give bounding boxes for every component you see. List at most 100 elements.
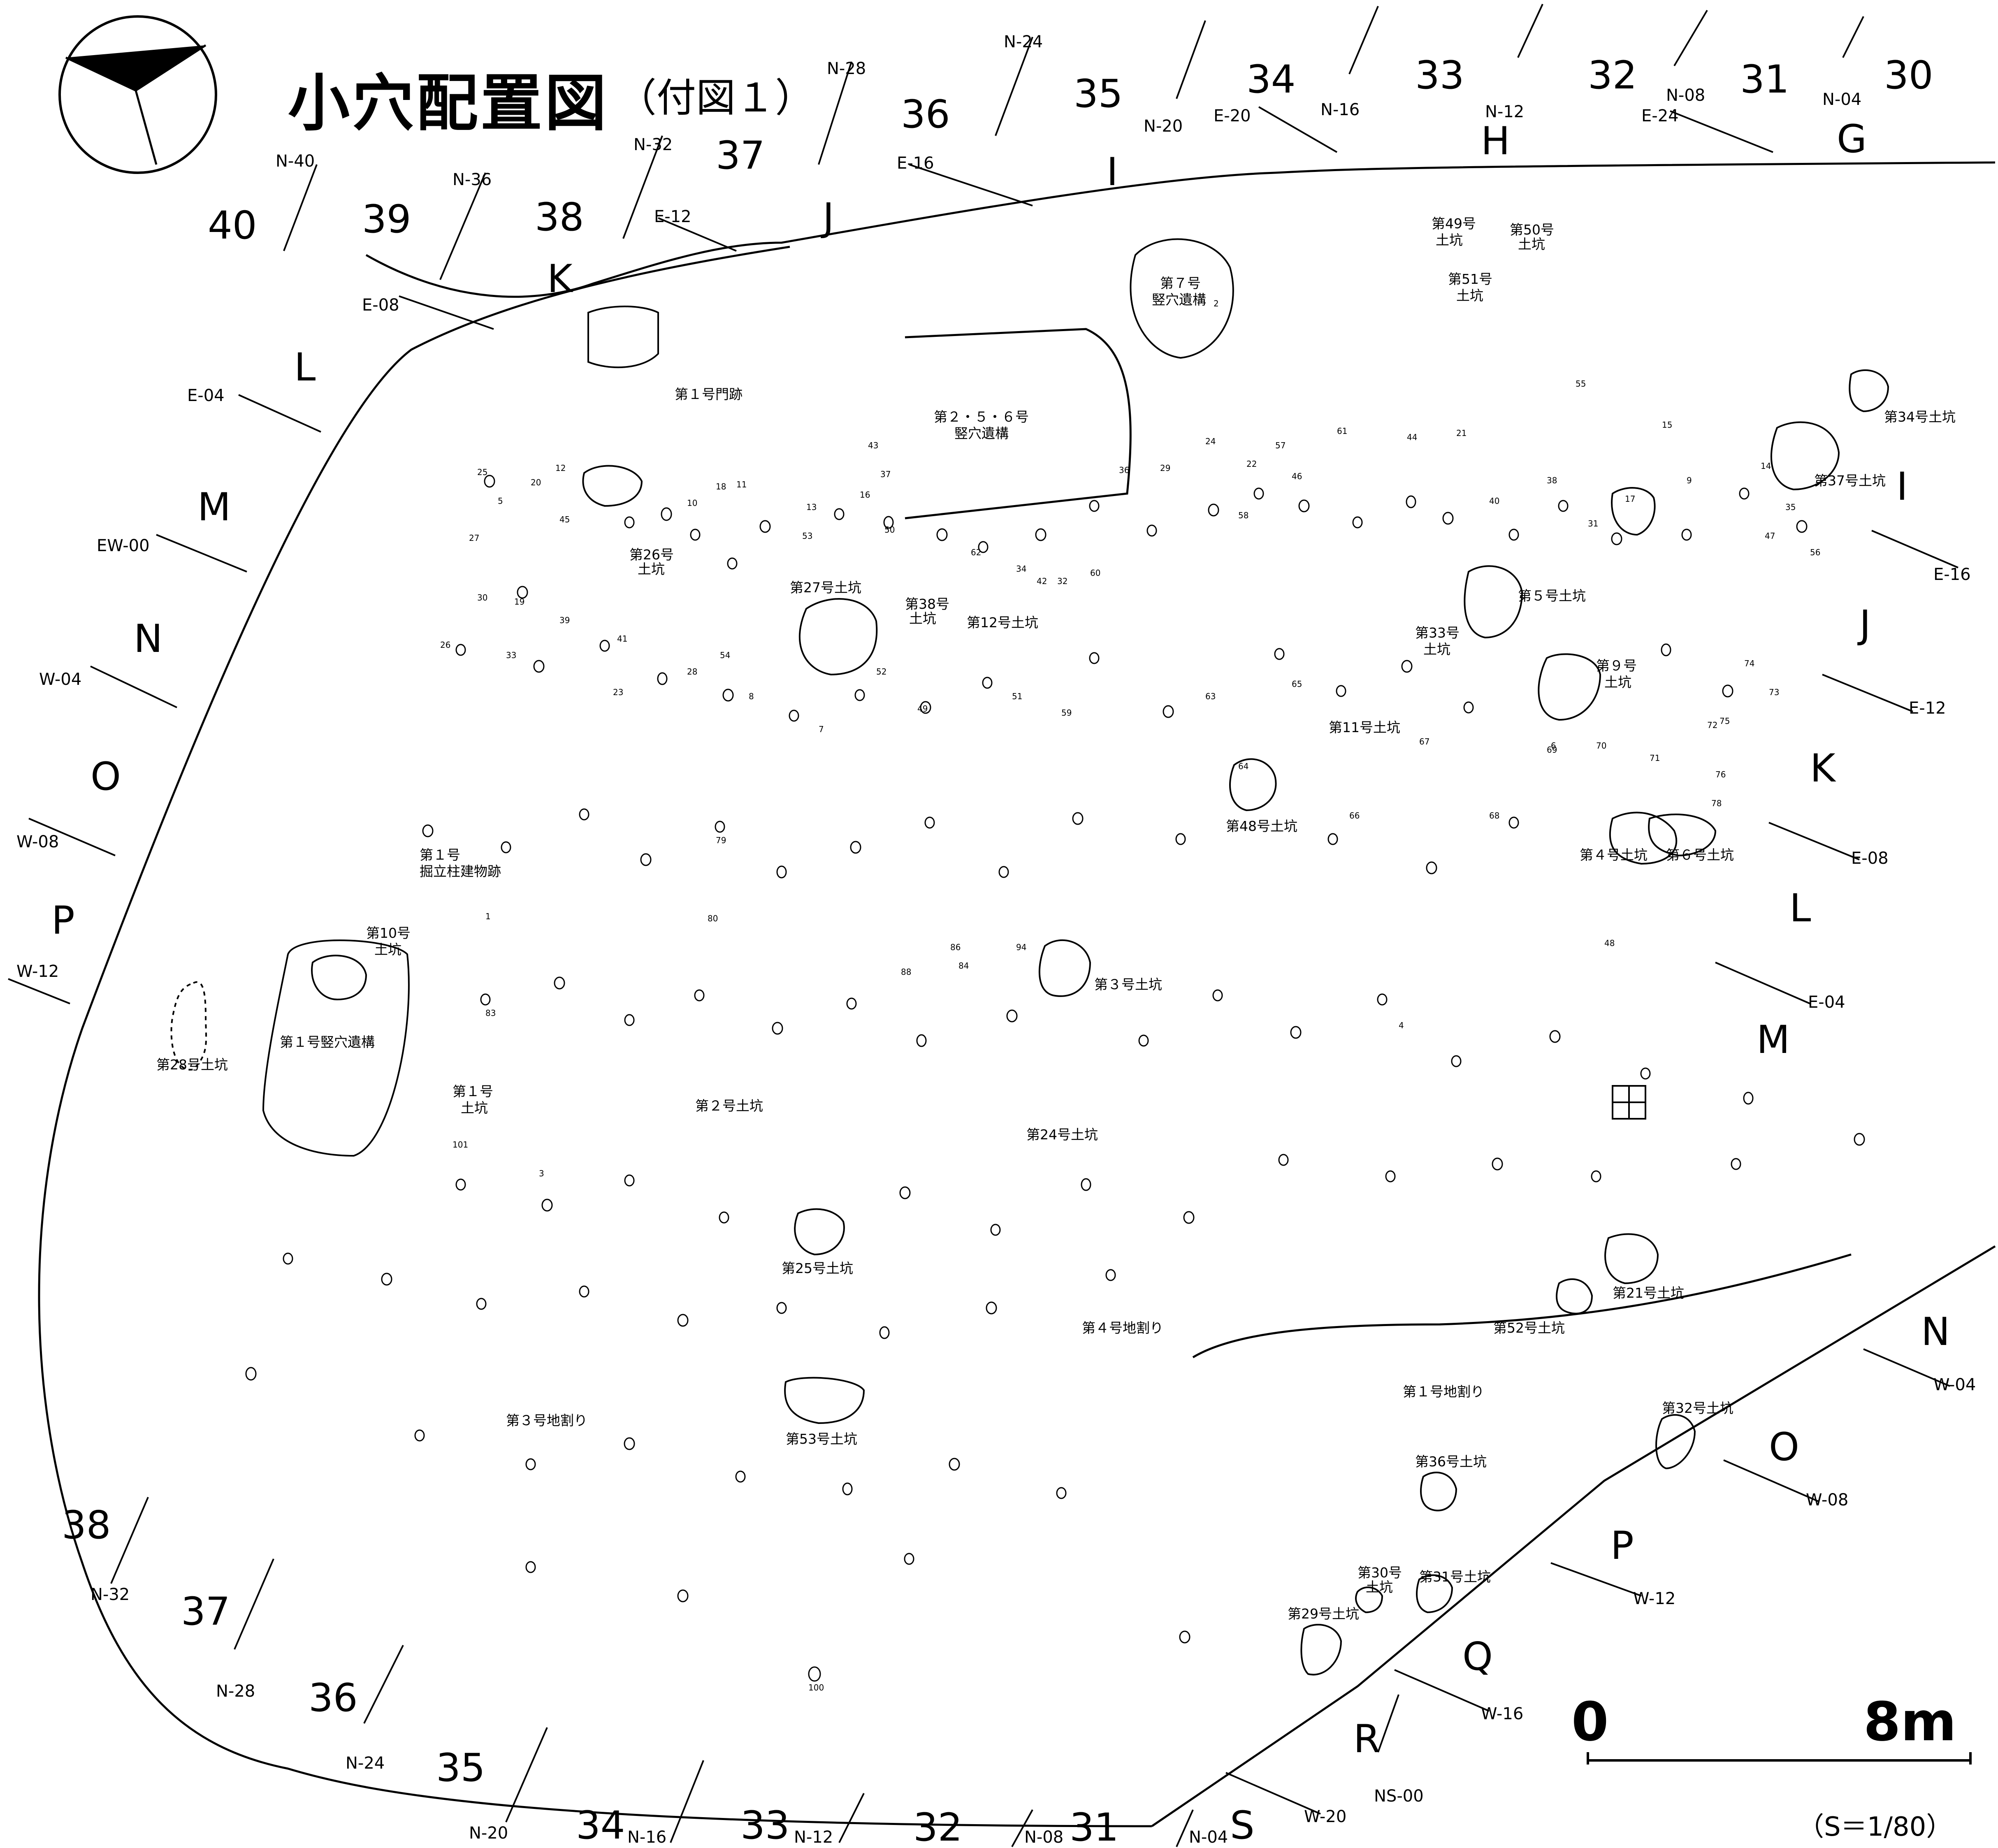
grid-letter: I — [1896, 464, 1908, 509]
pit-number: 94 — [1016, 942, 1026, 952]
grid-ref: N-04 — [1822, 90, 1861, 109]
grid-number: 31 — [1070, 1805, 1119, 1848]
grid-number: 37 — [181, 1589, 230, 1634]
grid-letter: K — [1810, 746, 1836, 791]
grid-numbers-top: 40 39 38 37 36 35 34 33 32 31 30 — [208, 53, 1933, 248]
scale-ratio: （S＝1/80） — [1798, 1812, 1953, 1842]
pit-number: 75 — [1720, 716, 1730, 726]
pit-number: 30 — [477, 593, 487, 603]
pit-number: 27 — [469, 533, 479, 543]
grid-number: 38 — [62, 1503, 111, 1548]
grid-ref: W-12 — [16, 962, 59, 981]
grid-letter: O — [1769, 1425, 1799, 1470]
grid-ref: NS-00 — [1374, 1787, 1424, 1806]
pit-number: 72 — [1707, 720, 1717, 730]
pit-number: 100 — [808, 1683, 824, 1693]
pit-number: 51 — [1012, 691, 1022, 701]
site-boundary — [38, 161, 1996, 1827]
pit-number: 78 — [1711, 798, 1722, 808]
feature-label: 第52号土坑 — [1493, 1320, 1565, 1336]
pit-number: 66 — [1349, 811, 1360, 821]
grid-ref: W-12 — [1633, 1589, 1675, 1608]
pit-number: 40 — [1489, 496, 1499, 506]
grid-number: 34 — [576, 1803, 625, 1848]
feature-label: 第31号土坑 — [1419, 1569, 1491, 1585]
grid-number: 35 — [436, 1746, 485, 1790]
pit-number: 34 — [1016, 564, 1026, 574]
pit-number: 70 — [1596, 741, 1606, 751]
pit-number: 65 — [1292, 679, 1302, 689]
feature-label: 土坑 — [909, 610, 936, 626]
pit-number: 9 — [1687, 475, 1692, 485]
pit-number: 2 — [1214, 299, 1219, 308]
map-subtitle: （付図１） — [617, 75, 815, 121]
pit-number: 13 — [806, 502, 817, 512]
grid-number: 32 — [1588, 53, 1637, 98]
feature-label: 第２・５・６号 — [934, 409, 1029, 425]
grid-ref: N-32 — [91, 1585, 130, 1604]
grid-number: 36 — [309, 1676, 358, 1720]
feature-label: 第１号地割り — [1403, 1384, 1484, 1400]
pit-number: 45 — [559, 515, 570, 524]
feature-label: 第51号 — [1448, 271, 1492, 287]
grid-letter: I — [1107, 150, 1118, 195]
grid-letter: M — [1757, 1018, 1790, 1062]
feature-label: 第34号土坑 — [1884, 409, 1956, 425]
grid-letter: L — [1789, 886, 1811, 931]
map-title: 小穴配置図 — [288, 68, 609, 139]
grid-letter: Q — [1462, 1635, 1493, 1679]
pit-number: 16 — [860, 490, 870, 500]
pit-number: 15 — [1662, 420, 1672, 430]
feature-label: 第49号 — [1432, 216, 1476, 232]
grid-letter: N — [134, 617, 162, 661]
grid-number: 33 — [1415, 53, 1464, 98]
pit-number: 36 — [1119, 465, 1129, 475]
scale-zero: 0 — [1571, 1690, 1609, 1753]
pit-number: 54 — [720, 650, 730, 660]
grid-right: I J K L M E-16 E-12 E-08 E-04 — [1757, 464, 1971, 1062]
grid-ref: W-04 — [39, 670, 81, 689]
grid-letter: J — [1857, 602, 1871, 647]
pit-number: 33 — [506, 650, 516, 660]
feature-label: 第１号門跡 — [675, 386, 743, 402]
grid-ref: N-16 — [1320, 100, 1360, 119]
pit-number: 39 — [559, 615, 570, 625]
feature-label: 第９号 — [1596, 658, 1637, 674]
pit-number: 37 — [880, 469, 891, 479]
grid-ref: E-20 — [1214, 107, 1251, 125]
feature-label: 第４号土坑 — [1580, 847, 1648, 863]
pit-number: 32 — [1057, 576, 1067, 586]
pit-number: 14 — [1761, 461, 1771, 471]
pit-number: 101 — [453, 1140, 468, 1150]
feature-label: 第33号 — [1415, 625, 1460, 641]
grid-ref: W-16 — [1481, 1704, 1523, 1723]
feature-label: 竪穴遺構 — [1152, 292, 1206, 308]
pit-number: 83 — [485, 1008, 496, 1018]
pit-number: 86 — [950, 942, 961, 952]
grid-letter: J — [821, 195, 834, 240]
feature-label: 土坑 — [1518, 236, 1545, 252]
grid-letter: K — [547, 257, 573, 301]
grid-letter: H — [1481, 119, 1510, 164]
feature-label: 土坑 — [461, 1100, 488, 1116]
compass-rose — [58, 15, 217, 174]
feature-label: 土坑 — [1366, 1579, 1393, 1595]
pit-number: 56 — [1810, 547, 1820, 557]
grid-number: 32 — [913, 1805, 963, 1848]
pit-number: 62 — [971, 547, 981, 557]
pit-number: 88 — [901, 967, 911, 977]
feature-label: 第１号竪穴遺構 — [280, 1034, 375, 1050]
grid-ref: N-12 — [1485, 102, 1524, 121]
pit-number: 67 — [1419, 737, 1429, 747]
grid-ref: N-08 — [1666, 86, 1705, 105]
pit-number: 38 — [1547, 475, 1557, 485]
grid-ref: EW-00 — [97, 536, 150, 555]
feature-label: 第11号土坑 — [1329, 719, 1400, 735]
scale-end: 8m — [1863, 1690, 1956, 1753]
grid-ref: W-08 — [16, 832, 59, 851]
grid-ref: N-12 — [794, 1828, 833, 1847]
feature-label: 第１号 — [420, 847, 460, 863]
feature-label: 掘立柱建物跡 — [420, 863, 501, 879]
feature-label: 第28号土坑 — [156, 1057, 228, 1073]
feature-label: 土坑 — [1456, 288, 1483, 304]
